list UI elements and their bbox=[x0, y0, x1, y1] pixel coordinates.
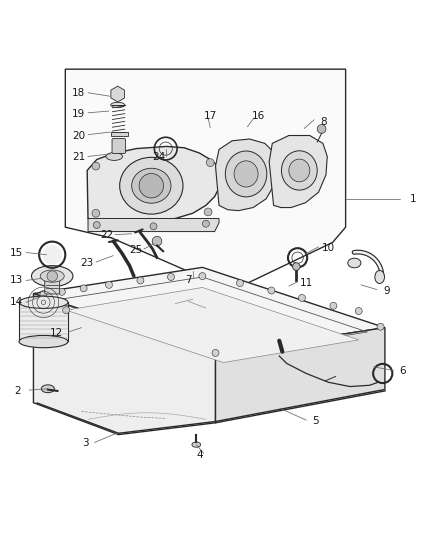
Ellipse shape bbox=[375, 270, 385, 284]
Ellipse shape bbox=[19, 335, 68, 348]
Circle shape bbox=[80, 285, 87, 292]
Ellipse shape bbox=[32, 265, 73, 287]
Circle shape bbox=[42, 245, 62, 264]
Circle shape bbox=[40, 290, 47, 297]
Polygon shape bbox=[33, 268, 385, 354]
Polygon shape bbox=[65, 69, 346, 290]
Text: 6: 6 bbox=[399, 366, 406, 376]
Circle shape bbox=[206, 159, 214, 166]
Ellipse shape bbox=[111, 102, 125, 108]
Text: 2: 2 bbox=[14, 386, 21, 396]
Text: 7: 7 bbox=[185, 274, 192, 285]
Circle shape bbox=[204, 208, 212, 216]
Text: 24: 24 bbox=[152, 152, 166, 163]
Ellipse shape bbox=[40, 270, 64, 282]
Text: 8: 8 bbox=[321, 117, 327, 126]
Text: 5: 5 bbox=[312, 416, 318, 426]
Ellipse shape bbox=[225, 151, 267, 197]
Circle shape bbox=[47, 271, 57, 281]
Ellipse shape bbox=[106, 152, 123, 160]
Circle shape bbox=[137, 277, 144, 284]
Polygon shape bbox=[111, 86, 124, 102]
Circle shape bbox=[199, 272, 206, 280]
Text: 21: 21 bbox=[72, 152, 85, 163]
Circle shape bbox=[167, 273, 174, 280]
Text: 10: 10 bbox=[321, 243, 335, 253]
Text: 1: 1 bbox=[410, 194, 417, 204]
Text: 25: 25 bbox=[129, 245, 143, 255]
Circle shape bbox=[317, 125, 326, 133]
Text: 12: 12 bbox=[50, 328, 63, 338]
Text: 4: 4 bbox=[196, 450, 203, 460]
FancyBboxPatch shape bbox=[45, 278, 60, 294]
Polygon shape bbox=[66, 287, 359, 362]
Circle shape bbox=[63, 306, 70, 313]
Circle shape bbox=[292, 263, 300, 270]
Polygon shape bbox=[33, 294, 215, 434]
Ellipse shape bbox=[282, 151, 317, 190]
Circle shape bbox=[355, 308, 362, 314]
Circle shape bbox=[298, 294, 305, 302]
Circle shape bbox=[237, 280, 244, 287]
Ellipse shape bbox=[132, 168, 171, 203]
Text: 13: 13 bbox=[9, 276, 23, 286]
Text: 16: 16 bbox=[252, 111, 265, 122]
Circle shape bbox=[377, 323, 384, 330]
Circle shape bbox=[92, 162, 100, 170]
Circle shape bbox=[139, 174, 163, 198]
Ellipse shape bbox=[120, 157, 183, 214]
Text: 18: 18 bbox=[72, 88, 85, 98]
Ellipse shape bbox=[234, 161, 258, 187]
Polygon shape bbox=[87, 147, 221, 223]
FancyBboxPatch shape bbox=[111, 133, 128, 136]
Ellipse shape bbox=[41, 385, 54, 393]
Circle shape bbox=[93, 222, 100, 229]
Circle shape bbox=[152, 236, 162, 246]
Circle shape bbox=[330, 302, 337, 309]
Circle shape bbox=[106, 281, 113, 288]
Circle shape bbox=[150, 223, 157, 230]
Text: 23: 23 bbox=[81, 258, 94, 268]
Text: 15: 15 bbox=[9, 248, 23, 259]
Circle shape bbox=[202, 220, 209, 227]
Text: 17: 17 bbox=[204, 111, 217, 122]
Polygon shape bbox=[269, 135, 327, 207]
Text: 22: 22 bbox=[100, 230, 113, 240]
Ellipse shape bbox=[348, 258, 361, 268]
Text: 9: 9 bbox=[384, 286, 390, 295]
Circle shape bbox=[268, 287, 275, 294]
Text: 14: 14 bbox=[9, 297, 23, 308]
Circle shape bbox=[92, 209, 100, 217]
Text: 19: 19 bbox=[72, 109, 85, 119]
Text: 3: 3 bbox=[82, 438, 89, 448]
Circle shape bbox=[212, 350, 219, 357]
Ellipse shape bbox=[19, 296, 68, 309]
Polygon shape bbox=[215, 328, 385, 423]
Text: 11: 11 bbox=[300, 278, 313, 288]
Polygon shape bbox=[88, 219, 219, 231]
Ellipse shape bbox=[289, 159, 310, 182]
FancyBboxPatch shape bbox=[112, 139, 126, 154]
Text: 20: 20 bbox=[72, 131, 85, 141]
FancyBboxPatch shape bbox=[19, 302, 68, 342]
Circle shape bbox=[58, 288, 65, 295]
Ellipse shape bbox=[192, 442, 201, 447]
Polygon shape bbox=[215, 139, 277, 211]
